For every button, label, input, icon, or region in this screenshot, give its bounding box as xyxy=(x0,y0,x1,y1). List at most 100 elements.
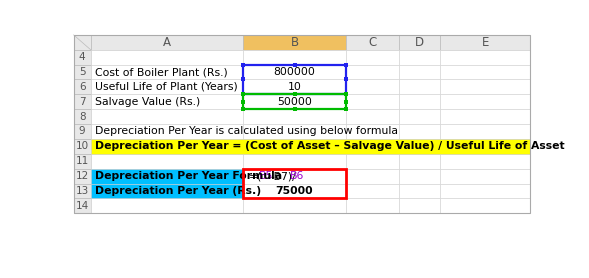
Bar xyxy=(399,124,440,139)
Text: 50000: 50000 xyxy=(277,97,312,107)
Text: Depreciation Per Year (Rs.): Depreciation Per Year (Rs.) xyxy=(95,186,262,196)
Bar xyxy=(346,198,399,213)
Bar xyxy=(399,64,440,80)
Bar xyxy=(243,35,346,50)
Bar xyxy=(346,139,399,154)
Bar xyxy=(74,169,91,183)
Text: 6: 6 xyxy=(79,82,85,92)
Text: Salvage Value (Rs.): Salvage Value (Rs.) xyxy=(95,97,201,107)
Bar xyxy=(74,124,91,139)
Bar xyxy=(440,198,530,213)
Bar xyxy=(243,80,346,94)
Bar xyxy=(243,169,346,198)
Text: A: A xyxy=(163,36,171,49)
Bar xyxy=(399,139,440,154)
Bar xyxy=(399,50,440,64)
Text: D: D xyxy=(415,36,424,49)
Bar xyxy=(74,183,91,198)
Bar xyxy=(91,109,243,124)
Bar xyxy=(91,64,243,80)
Bar xyxy=(440,183,530,198)
Bar xyxy=(91,139,243,154)
Bar xyxy=(74,139,91,154)
Text: 9: 9 xyxy=(79,126,85,136)
Bar xyxy=(440,169,530,183)
Bar xyxy=(91,154,243,169)
Bar xyxy=(243,94,346,109)
Bar xyxy=(399,35,440,50)
Bar xyxy=(399,109,440,124)
Bar xyxy=(440,109,530,124)
Bar xyxy=(440,139,530,154)
Text: 10: 10 xyxy=(75,141,89,151)
Bar xyxy=(243,139,346,154)
Bar xyxy=(91,169,243,183)
Bar xyxy=(243,198,346,213)
Text: Useful Life of Plant (Years): Useful Life of Plant (Years) xyxy=(95,82,238,92)
Text: B5: B5 xyxy=(259,171,273,181)
Bar xyxy=(74,109,91,124)
Bar xyxy=(243,64,346,80)
Text: 7: 7 xyxy=(79,97,85,107)
Bar xyxy=(346,183,399,198)
Bar xyxy=(346,94,399,109)
Bar xyxy=(346,109,399,124)
Text: 12: 12 xyxy=(75,171,89,181)
Bar xyxy=(74,154,91,169)
Bar xyxy=(74,50,91,64)
Text: Depreciation Per Year is calculated using below formula: Depreciation Per Year is calculated usin… xyxy=(95,126,398,136)
Bar xyxy=(243,64,346,94)
Bar xyxy=(399,94,440,109)
Text: 75000: 75000 xyxy=(276,186,313,196)
Bar xyxy=(346,64,399,80)
Bar xyxy=(74,64,91,80)
Bar xyxy=(440,124,530,139)
Bar xyxy=(74,198,91,213)
Bar xyxy=(440,94,530,109)
Text: 4: 4 xyxy=(79,52,85,62)
Bar xyxy=(74,80,91,94)
Bar xyxy=(91,139,530,154)
Text: 5: 5 xyxy=(79,67,85,77)
Text: B: B xyxy=(290,36,299,49)
Bar xyxy=(91,50,243,64)
Bar xyxy=(91,124,243,139)
Bar xyxy=(243,183,346,198)
Bar xyxy=(74,35,530,213)
Bar xyxy=(243,94,346,109)
Text: C: C xyxy=(369,36,377,49)
Text: 8: 8 xyxy=(79,112,85,122)
Text: 14: 14 xyxy=(75,201,89,211)
Bar xyxy=(346,154,399,169)
Bar xyxy=(399,198,440,213)
Text: 11: 11 xyxy=(75,156,89,166)
Bar xyxy=(91,35,243,50)
Text: Depreciation Per Year Formula: Depreciation Per Year Formula xyxy=(95,171,283,181)
Bar xyxy=(346,169,399,183)
Text: 13: 13 xyxy=(75,186,89,196)
Bar xyxy=(74,94,91,109)
Bar xyxy=(440,35,530,50)
Bar xyxy=(440,80,530,94)
Bar xyxy=(346,50,399,64)
Bar xyxy=(91,183,243,198)
Bar xyxy=(91,94,243,109)
Bar xyxy=(91,169,243,183)
Text: B6: B6 xyxy=(290,171,305,181)
Bar xyxy=(91,80,243,94)
Bar xyxy=(399,169,440,183)
Bar xyxy=(346,35,399,50)
Text: Cost of Boiler Plant (Rs.): Cost of Boiler Plant (Rs.) xyxy=(95,67,228,77)
Bar xyxy=(91,198,243,213)
Text: E: E xyxy=(481,36,489,49)
Bar xyxy=(243,169,346,183)
Text: =(: =( xyxy=(249,171,262,181)
Bar xyxy=(346,80,399,94)
Bar xyxy=(243,50,346,64)
Bar xyxy=(74,35,91,50)
Text: 10: 10 xyxy=(287,82,302,92)
Bar xyxy=(399,154,440,169)
Text: -B7)/: -B7)/ xyxy=(270,171,296,181)
Bar xyxy=(440,154,530,169)
Bar xyxy=(91,183,243,198)
